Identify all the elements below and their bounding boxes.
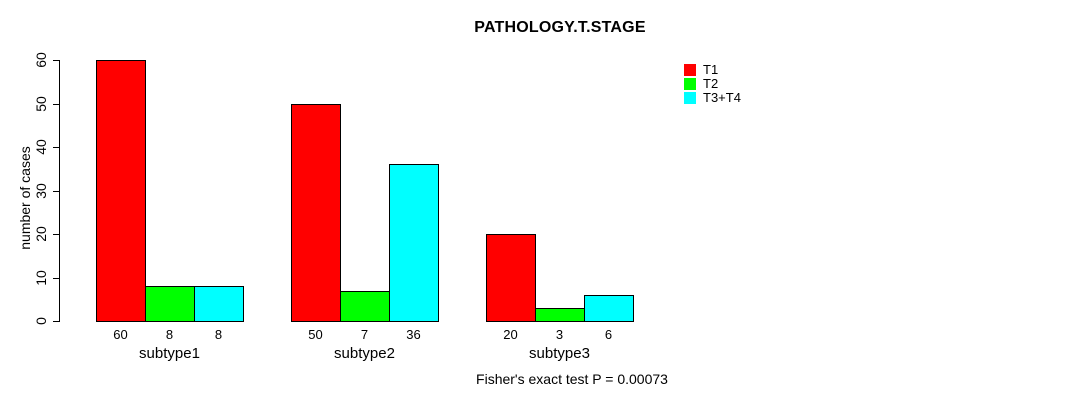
bar-value-t3-t4-subtype3: 6 [604, 327, 613, 342]
y-tick-60 [53, 60, 59, 61]
y-tick-10 [53, 277, 59, 279]
category-label-subtype2: subtype2 [334, 345, 395, 362]
category-label-subtype3: subtype3 [529, 345, 590, 362]
y-tick-label-60: 60 [33, 52, 49, 68]
bar-value-t3-t4-subtype1: 8 [214, 327, 223, 342]
bar-value-t3-t4-subtype2: 36 [406, 327, 421, 342]
bar-value-t1-subtype2: 50 [308, 327, 323, 342]
y-tick-label-20: 20 [33, 226, 49, 242]
bar-value-t2-subtype1: 8 [165, 327, 174, 342]
bar-t1-subtype3 [486, 234, 536, 322]
category-label-subtype1: subtype1 [139, 345, 200, 362]
y-tick-50 [53, 103, 59, 105]
bar-value-t2-subtype2: 7 [360, 327, 369, 342]
y-tick-40 [53, 147, 59, 148]
legend-item-t2: T2 [684, 77, 741, 91]
bar-t3-t4-subtype1 [194, 286, 244, 322]
annotation-fisher-test: Fisher's exact test P = 0.00073 [476, 371, 668, 387]
y-tick-label-0: 0 [33, 317, 49, 325]
legend-label-t2: T2 [703, 76, 719, 91]
y-tick-0 [53, 321, 59, 322]
bar-t2-subtype2 [340, 291, 390, 322]
chart-title: PATHOLOGY.T.STAGE [474, 19, 646, 36]
legend-item-t3-t4: T3+T4 [684, 91, 741, 105]
bar-t1-subtype2 [291, 104, 341, 322]
bar-value-t1-subtype1: 60 [113, 327, 128, 342]
legend-label-t3-t4: T3+T4 [703, 90, 741, 105]
legend-label-t1: T1 [703, 62, 719, 77]
bar-t2-subtype1 [145, 286, 195, 322]
legend-swatch-t3-t4 [684, 92, 696, 104]
legend: T1 T2 T3+T4 [684, 63, 741, 105]
bar-value-t1-subtype3: 20 [503, 327, 518, 342]
bar-t3-t4-subtype3 [584, 295, 634, 322]
y-axis-label: number of cases [17, 146, 33, 250]
y-tick-label-30: 30 [33, 182, 49, 199]
y-tick-label-10: 10 [33, 269, 49, 286]
legend-item-t1: T1 [684, 63, 741, 77]
bar-t2-subtype3 [535, 308, 585, 322]
y-tick-20 [53, 234, 59, 235]
bar-t1-subtype1 [96, 60, 146, 322]
legend-swatch-t1 [684, 64, 696, 76]
legend-swatch-t2 [684, 78, 696, 90]
bar-t3-t4-subtype2 [389, 164, 439, 322]
bar-value-t2-subtype3: 3 [555, 327, 564, 342]
y-axis-line [59, 60, 60, 322]
y-tick-label-50: 50 [33, 95, 49, 112]
y-tick-label-40: 40 [33, 139, 49, 155]
y-tick-30 [53, 190, 59, 192]
